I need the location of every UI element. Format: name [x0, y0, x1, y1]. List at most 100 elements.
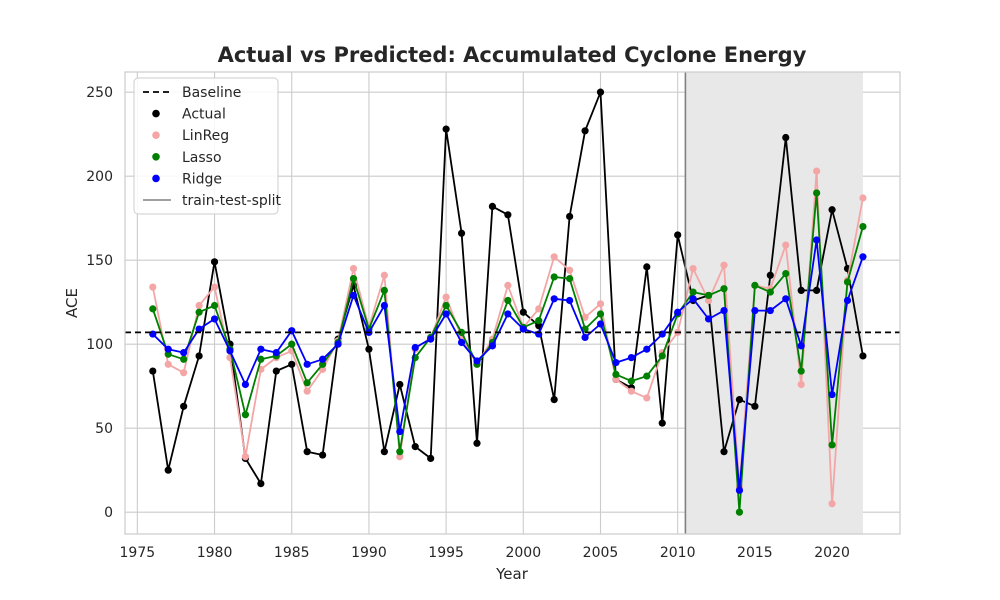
- point-ridge: [550, 295, 558, 303]
- x-tick-label: 2005: [583, 545, 619, 561]
- test-region-shade: [685, 72, 863, 534]
- point-ridge: [303, 360, 311, 368]
- point-linreg: [612, 375, 620, 384]
- point-linreg: [210, 283, 219, 291]
- point-linreg: [581, 313, 589, 321]
- point-lasso: [643, 372, 651, 380]
- point-linreg: [643, 394, 651, 402]
- y-tick-labels: 0 50 100 150 200 250: [86, 85, 113, 521]
- point-linreg: [504, 281, 512, 289]
- point-linreg: [689, 264, 697, 273]
- point-linreg: [782, 241, 790, 249]
- series-ridge: [149, 236, 867, 494]
- point-actual: [859, 352, 867, 360]
- point-lasso: [612, 370, 620, 378]
- point-lasso: [288, 340, 296, 348]
- point-linreg: [164, 360, 172, 368]
- legend: Baseline Actual LinReg Lasso Ridge train-test…: [133, 77, 282, 215]
- point-lasso: [766, 288, 774, 296]
- point-lasso: [550, 273, 558, 281]
- point-lasso: [149, 305, 157, 313]
- point-actual: [257, 480, 265, 488]
- point-lasso: [735, 508, 744, 516]
- point-lasso: [257, 355, 265, 363]
- point-actual: [504, 211, 512, 219]
- point-actual: [735, 396, 744, 404]
- point-linreg: [349, 264, 358, 273]
- point-linreg: [195, 301, 203, 310]
- point-lasso: [380, 286, 388, 294]
- point-linreg: [720, 261, 728, 269]
- point-ridge: [180, 348, 188, 357]
- point-lasso: [442, 301, 450, 310]
- point-ridge: [735, 486, 744, 494]
- point-actual: [550, 396, 558, 404]
- y-tick-label: 250: [86, 85, 113, 101]
- point-lasso: [689, 288, 697, 296]
- point-actual: [195, 352, 203, 360]
- point-ridge: [164, 345, 172, 353]
- point-ridge: [427, 335, 435, 343]
- point-lasso: [210, 301, 219, 310]
- point-lasso: [457, 328, 466, 336]
- point-lasso: [504, 296, 512, 305]
- x-tick-label: 2000: [505, 545, 541, 561]
- legend-handle-ridge: [152, 174, 160, 183]
- point-ridge: [226, 347, 234, 355]
- x-tick-label: 1990: [351, 545, 387, 561]
- legend-label-ridge: Ridge: [182, 171, 222, 187]
- x-tick-label: 2015: [737, 545, 773, 561]
- chart-title: Actual vs Predicted: Accumulated Cyclone…: [218, 43, 807, 67]
- point-actual: [751, 402, 759, 410]
- point-linreg: [797, 380, 805, 389]
- point-ridge: [813, 236, 821, 244]
- point-ridge: [612, 359, 620, 367]
- point-actual: [396, 380, 404, 389]
- plot-frame: [124, 71, 901, 535]
- point-linreg: [596, 300, 605, 308]
- point-ridge: [581, 333, 589, 342]
- point-ridge: [504, 310, 512, 318]
- y-tick-label: 200: [86, 169, 113, 185]
- legend-handle-actual: [152, 109, 160, 118]
- point-actual: [643, 263, 651, 271]
- point-actual: [674, 231, 682, 239]
- point-ridge: [319, 355, 327, 363]
- series-group: [149, 88, 867, 516]
- point-actual: [596, 88, 605, 96]
- point-actual: [442, 125, 450, 133]
- point-lasso: [319, 360, 327, 368]
- point-linreg: [859, 194, 867, 202]
- point-actual: [473, 439, 481, 447]
- point-actual: [566, 212, 574, 221]
- point-actual: [319, 451, 327, 459]
- point-actual: [766, 271, 774, 279]
- point-actual: [411, 443, 419, 451]
- point-lasso: [704, 291, 713, 300]
- point-ridge: [566, 296, 574, 305]
- point-lasso: [241, 411, 250, 419]
- point-lasso: [596, 310, 605, 318]
- point-lasso: [164, 350, 172, 358]
- point-lasso: [303, 379, 311, 387]
- point-ridge: [241, 380, 250, 389]
- point-actual: [272, 367, 280, 375]
- point-actual: [535, 322, 543, 330]
- point-actual: [380, 448, 388, 456]
- point-ridge: [457, 338, 466, 347]
- point-actual: [210, 258, 219, 266]
- x-tick-label: 1975: [120, 545, 156, 561]
- point-linreg: [241, 453, 250, 461]
- point-ridge: [519, 325, 527, 333]
- x-axis-label: Year: [495, 565, 529, 583]
- point-lasso: [843, 278, 852, 286]
- x-tick-label: 1995: [428, 545, 464, 561]
- point-lasso: [859, 222, 867, 231]
- x-tick-label: 2020: [814, 545, 850, 561]
- point-ridge: [272, 348, 280, 357]
- point-linreg: [303, 387, 311, 395]
- point-ridge: [704, 315, 713, 323]
- point-ridge: [766, 306, 774, 315]
- point-lasso: [627, 377, 635, 385]
